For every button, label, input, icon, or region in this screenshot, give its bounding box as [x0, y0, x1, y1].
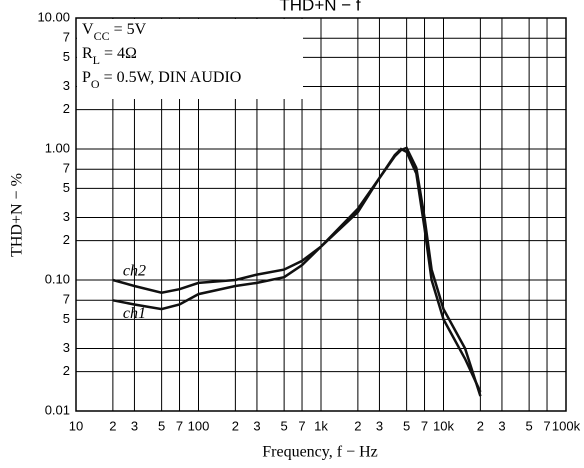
x-tick-label: 3	[253, 418, 260, 433]
annotation-part: = 0.5W, DIN AUDIO	[100, 69, 242, 86]
x-tick-label: 1k	[314, 418, 328, 433]
x-axis-label: Frequency, f − Hz	[262, 444, 378, 461]
plot-frame	[75, 17, 567, 412]
annotation-part: P	[82, 69, 91, 86]
y-tick-label: 0.01	[45, 402, 70, 417]
y-tick-label: 7	[63, 30, 70, 45]
y-axis-label: THD+N − %	[9, 173, 26, 257]
x-tick-label: 100k	[552, 418, 581, 433]
x-tick-label: 2	[109, 418, 116, 433]
x-tick-label: 100	[188, 418, 210, 433]
annotation-part: = 4Ω	[100, 45, 137, 62]
annotation-part: CC	[94, 29, 110, 43]
annotation-part: L	[93, 53, 100, 67]
annotation: VCC = 5V	[82, 21, 147, 43]
x-tick-label: 7	[543, 418, 550, 433]
y-tick-label: 5	[63, 311, 70, 326]
annotation-part: O	[91, 77, 100, 91]
x-tick-label: 3	[131, 418, 138, 433]
y-tick-label: 5	[63, 49, 70, 64]
series-line	[112, 147, 482, 393]
x-tick-label: 2	[354, 418, 361, 433]
y-tick-label: 3	[63, 209, 70, 224]
x-tick-label: 10k	[433, 418, 454, 433]
x-tick-label: 7	[176, 418, 183, 433]
annotation: RL = 4Ω	[82, 45, 137, 67]
y-tick-label: 2	[63, 363, 70, 378]
y-tick-label: 5	[63, 180, 70, 195]
x-tick-label: 5	[526, 418, 533, 433]
y-tick-label: 10.00	[37, 9, 70, 24]
y-tick-label: 7	[63, 292, 70, 307]
x-tick-label: 10	[69, 418, 83, 433]
y-tick-label: 0.10	[45, 271, 70, 286]
annotation-part: V	[82, 21, 94, 38]
annotation: PO = 0.5W, DIN AUDIO	[82, 69, 241, 91]
x-tick-label: 3	[376, 418, 383, 433]
x-tick-label: 7	[421, 418, 428, 433]
y-tick-label: 2	[63, 232, 70, 247]
annotation-part: = 5V	[110, 21, 147, 38]
x-tick-label: 2	[477, 418, 484, 433]
annotation-part: R	[82, 45, 93, 62]
x-tick-label: 2	[232, 418, 239, 433]
series-line	[112, 146, 482, 397]
annotation-box	[77, 19, 303, 99]
y-tick-label: 3	[63, 78, 70, 93]
x-tick-label: 5	[158, 418, 165, 433]
x-tick-label: 5	[281, 418, 288, 433]
series-label: ch2	[123, 263, 146, 280]
x-tick-label: 7	[298, 418, 305, 433]
x-tick-label: 5	[403, 418, 410, 433]
chart-title: THD+N − f	[279, 0, 361, 14]
series-label: ch1	[123, 305, 146, 322]
y-tick-label: 2	[63, 101, 70, 116]
y-tick-label: 3	[63, 340, 70, 355]
y-tick-label: 1.00	[45, 140, 70, 155]
y-tick-label: 7	[63, 161, 70, 176]
x-tick-label: 3	[498, 418, 505, 433]
